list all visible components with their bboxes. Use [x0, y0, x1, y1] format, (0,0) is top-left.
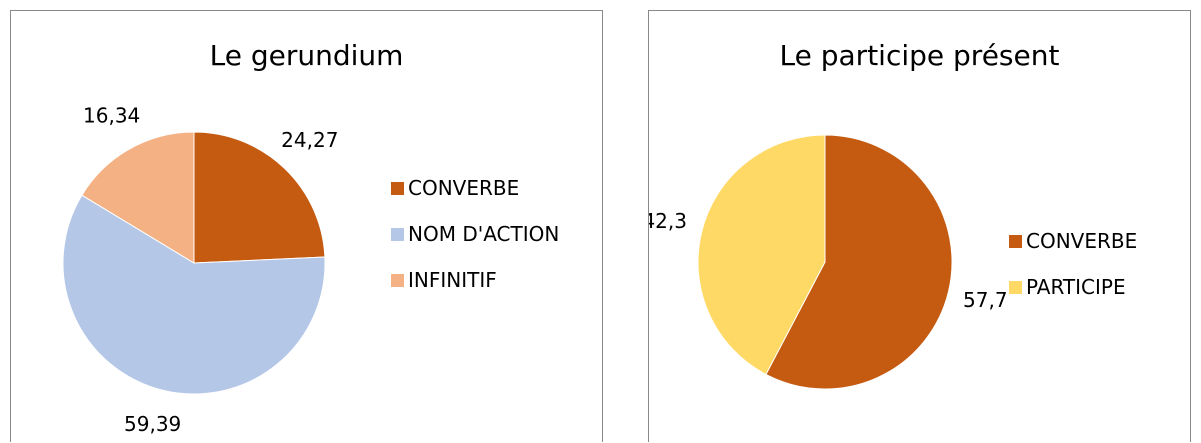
legend-swatch: [391, 228, 404, 241]
pie-chart: 24,27 59,39 16,34: [62, 103, 338, 436]
legend-item: NOM D'ACTION: [391, 222, 561, 246]
legend-label: NOM D'ACTION: [408, 222, 560, 246]
data-label: 24,27: [281, 128, 338, 152]
pie-slice: [193, 131, 326, 264]
pie-slice: [81, 131, 195, 264]
legend-swatch: [391, 182, 404, 195]
legend-swatch: [391, 274, 404, 287]
data-label: 16,34: [83, 103, 140, 127]
legend-swatch: [1009, 281, 1022, 294]
chart-box: 24,27 59,39 16,34 Le gerundium CONVERBE NOM D…: [10, 10, 603, 442]
legend-item: PARTICIPE: [1009, 275, 1179, 299]
pie-chart: 57,7 42,3: [649, 134, 1008, 390]
pie-slice: [62, 194, 326, 395]
legend-item: INFINITIF: [391, 268, 561, 292]
chart-title: Le gerundium: [209, 39, 404, 72]
chart-title: Le participe présent: [779, 39, 1060, 72]
legend-label: CONVERBE: [408, 176, 520, 200]
pie-slice: [697, 134, 826, 376]
legend-label: PARTICIPE: [1026, 275, 1126, 299]
legend-label: INFINITIF: [408, 268, 497, 292]
data-label: 42,3: [649, 209, 687, 233]
legend: CONVERBE NOM D'ACTION INFINITIF: [391, 176, 561, 292]
legend-item: CONVERBE: [1009, 229, 1179, 253]
data-label: 57,7: [963, 288, 1008, 312]
legend: CONVERBE PARTICIPE: [1009, 229, 1179, 299]
pie-slice: [765, 134, 953, 390]
legend-swatch: [1009, 235, 1022, 248]
legend-label: CONVERBE: [1026, 229, 1138, 253]
legend-item: CONVERBE: [391, 176, 561, 200]
data-label: 59,39: [124, 412, 181, 436]
chart-box: 57,7 42,3 Le participe présent CONVERBE PART…: [648, 10, 1191, 442]
